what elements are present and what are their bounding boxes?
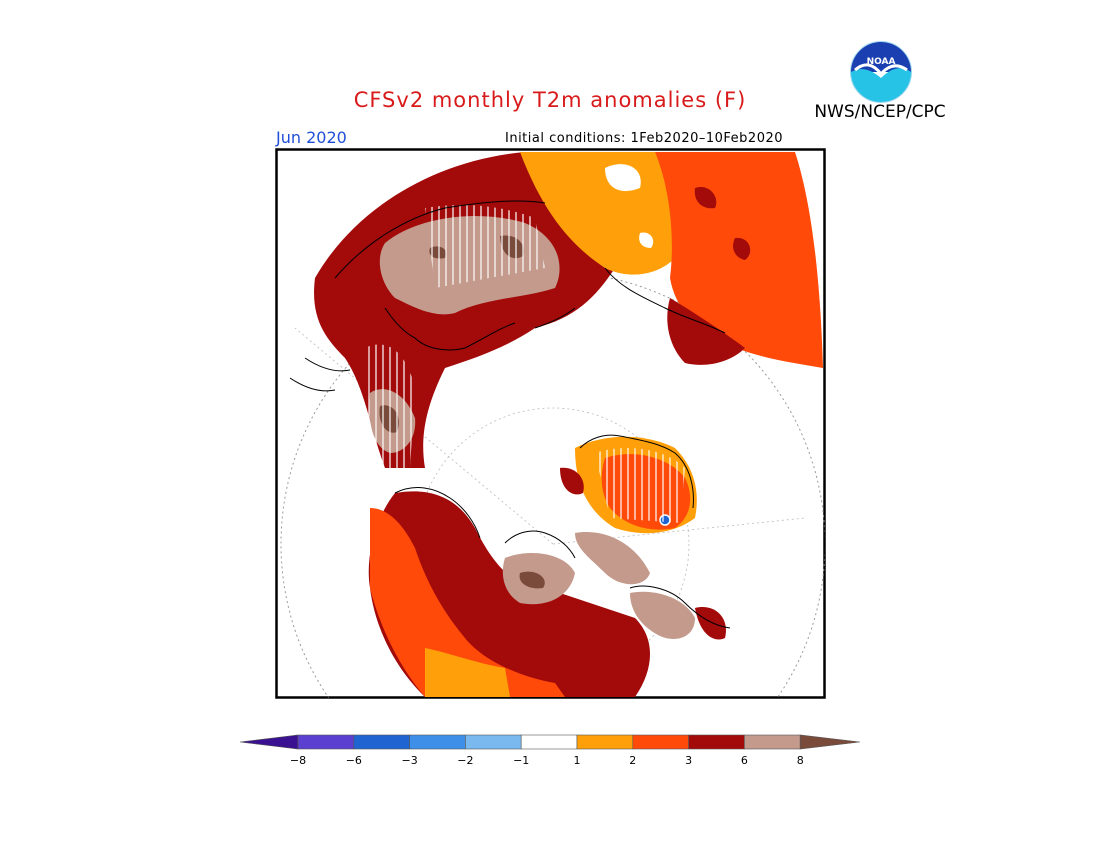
colorbar-bin <box>744 734 801 750</box>
colorbar-bin <box>799 734 861 750</box>
colorbar-tick-label: 1 <box>574 754 581 767</box>
anomaly-region-greenland-6to8 <box>630 591 695 639</box>
colorbar-bin <box>239 734 299 750</box>
colorbar-bin <box>520 734 578 750</box>
anomaly-region-arctic-islands-6to8 <box>575 532 650 585</box>
colorbar-bin <box>632 734 689 750</box>
colorbar: −8 −6 −3 −2 −1 1 2 3 6 8 <box>239 734 861 767</box>
anomaly-region-arctic-white <box>605 164 641 192</box>
meridian-line <box>294 327 554 545</box>
colorbar-tick-label: −3 <box>401 754 417 767</box>
anomaly-region-greenland-3to6 <box>560 467 584 495</box>
colorbar-bin <box>465 734 522 750</box>
anomaly-region-siberia-3to6 <box>694 187 717 209</box>
significance-hatching <box>364 344 415 468</box>
colorbar-tick-label: 8 <box>797 754 804 767</box>
meridian-line <box>552 517 806 545</box>
anomaly-region-siberia-2to3 <box>655 152 823 368</box>
colorbar-bin <box>353 734 410 750</box>
colorbar-tick-label: 3 <box>685 754 692 767</box>
svg-text:NOAA: NOAA <box>867 57 896 67</box>
colorbar-tick-label: 6 <box>741 754 748 767</box>
colorbar-tick-label: −2 <box>457 754 473 767</box>
colorbar-tick-label: −6 <box>346 754 362 767</box>
colorbar-bins <box>239 734 861 750</box>
colorbar-tick-label: −1 <box>513 754 529 767</box>
initial-conditions: Initial conditions: 1Feb2020–10Feb2020 <box>505 131 784 146</box>
anomaly-region-canada-2to3 <box>370 508 565 697</box>
anomaly-region-canada-gt8 <box>519 571 545 589</box>
colorbar-bin <box>688 734 745 750</box>
chart-title: CFSv2 monthly T2m anomalies (F) <box>353 88 747 112</box>
colorbar-labels: −8 −6 −3 −2 −1 1 2 3 6 8 <box>290 754 804 767</box>
agency-label: NWS/NCEP/CPC <box>814 102 946 122</box>
latitude-circle <box>416 407 690 681</box>
valid-month: Jun 2020 <box>276 128 347 147</box>
noaa-logo: NOAA <box>850 41 912 103</box>
colorbar-tick-label: −8 <box>290 754 306 767</box>
colorbar-bin <box>576 734 634 750</box>
significance-hatching <box>595 448 685 523</box>
anomaly-region-greenland-3to6 <box>695 607 726 640</box>
anomaly-region-arctic-white <box>639 232 654 248</box>
colorbar-bin <box>409 734 466 750</box>
colorbar-bin <box>297 734 355 750</box>
anomaly-region-siberia-3to6 <box>667 298 745 365</box>
anomaly-region-siberia-3to6 <box>733 237 751 260</box>
significance-hatching <box>425 205 545 288</box>
polar-anomaly-map <box>275 148 826 699</box>
coastlines <box>289 200 731 629</box>
anomaly-region-canada-1to2 <box>425 648 510 697</box>
colorbar-tick-label: 2 <box>629 754 636 767</box>
